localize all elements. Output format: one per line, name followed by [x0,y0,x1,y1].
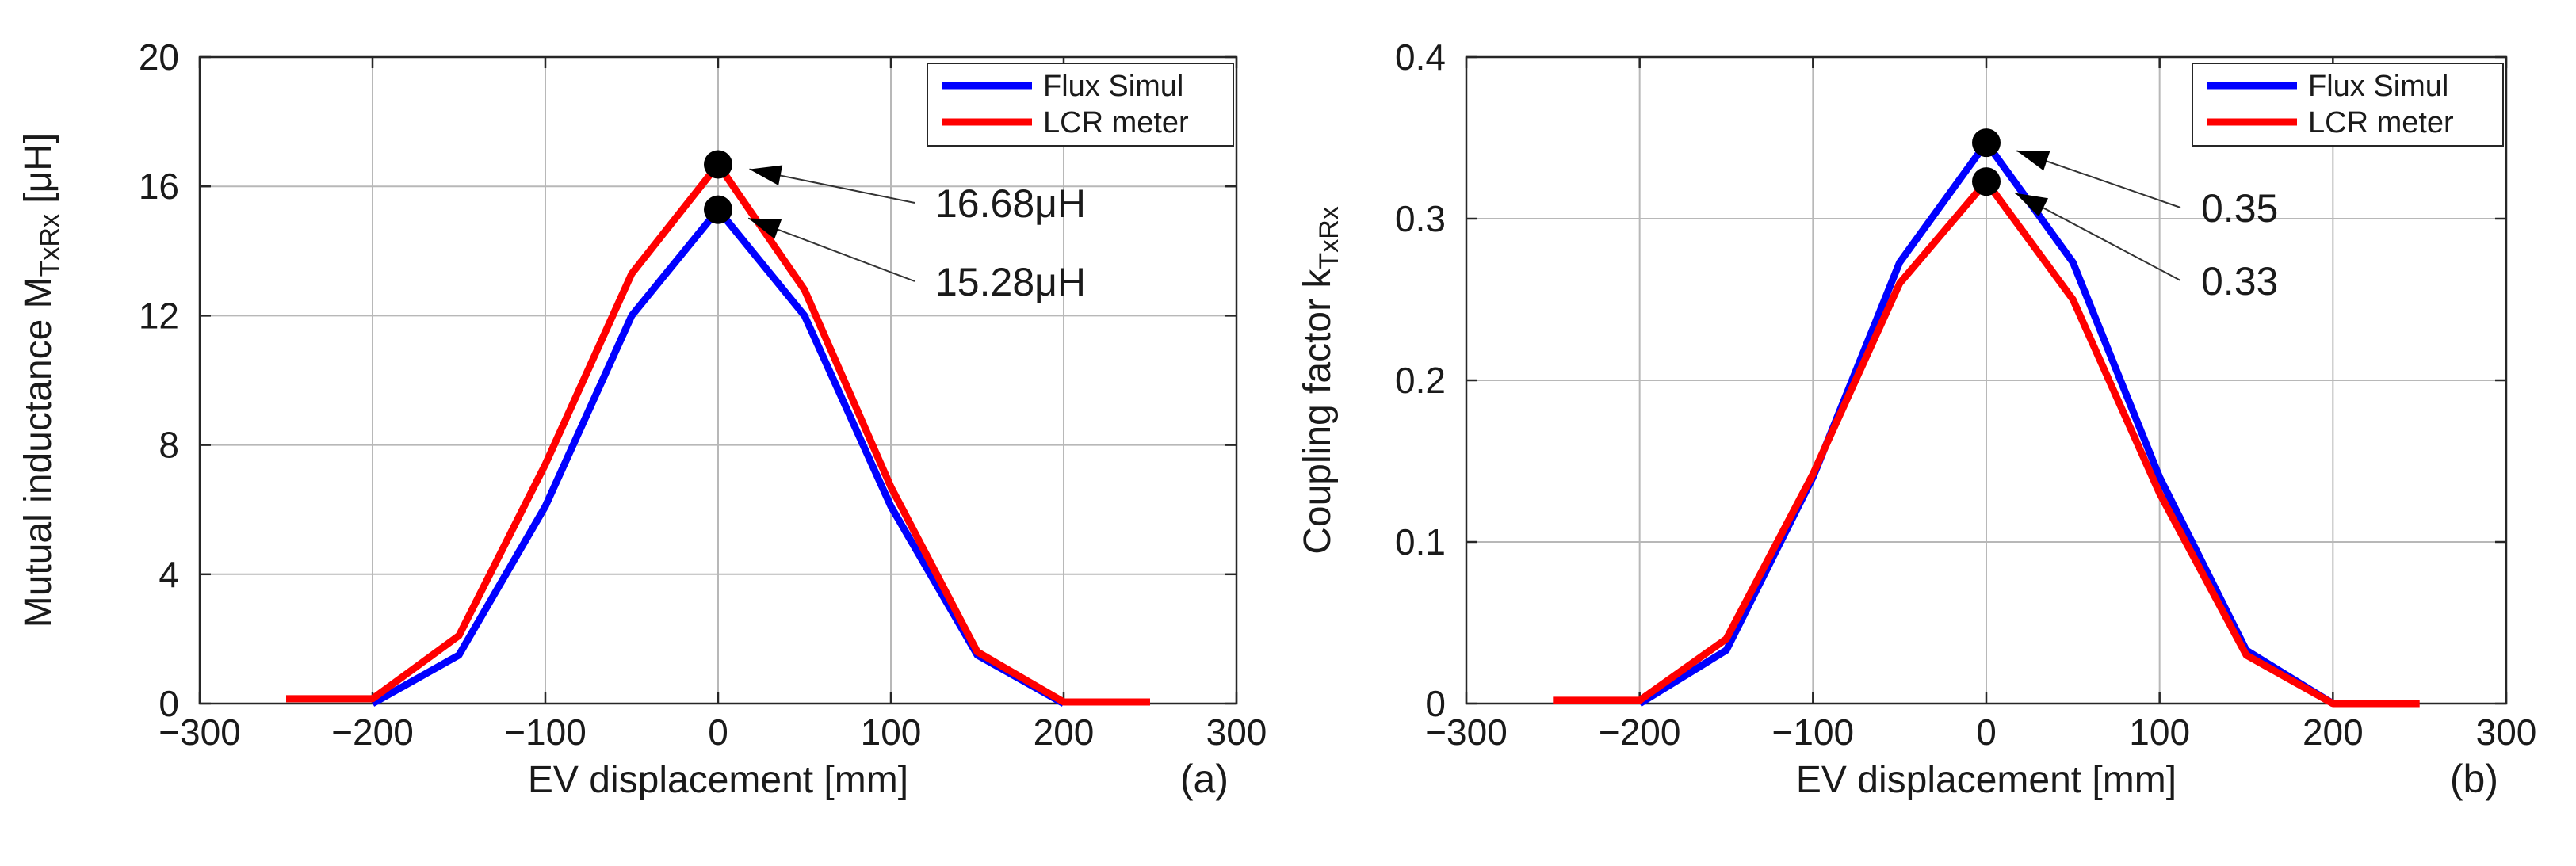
legend-box [927,63,1234,147]
x-tick-label: −100 [504,711,587,753]
x-axis-label: EV displacement [mm] [528,759,908,801]
annotation-arrowhead [749,165,783,186]
annotation-arrowhead [748,218,782,239]
legend-label-flux-simul: Flux Simul [2308,70,2448,103]
y-tick-label: 0 [159,683,179,724]
x-tick-label: 100 [861,711,922,753]
x-tick-label: −100 [1772,711,1855,753]
legend-box [2192,63,2504,147]
chart-panel-b: −300 −200 −100 0 100 200 300 0 0.1 0.2 0.3 0.4 EV di… [1297,36,2536,801]
peak-marker [1972,167,2001,196]
y-tick-label: 20 [139,36,179,78]
y-tick-label: 0.1 [1395,521,1446,563]
peak-marker [704,150,732,179]
x-tick-label: −300 [1425,711,1508,753]
x-tick-label: 300 [2476,711,2537,753]
y-axis-label-main: Coupling factor k [1297,269,1339,555]
annotation-arrowhead [2015,193,2049,217]
y-tick-label: 4 [159,554,179,595]
x-axis-label: EV displacement [mm] [1796,759,2177,801]
x-tick-label: −200 [331,711,414,753]
chart-panel-a: −300 −200 −100 0 100 200 300 0 4 8 12 16 20 EV displa… [17,36,1267,801]
x-tick-label: 0 [708,711,728,753]
legend-label-flux-simul: Flux Simul [1043,70,1183,103]
x-tick-label: −200 [1599,711,1681,753]
annotation-arrowhead [2016,151,2050,171]
y-tick-label: 8 [159,425,179,466]
y-axis-label-subscript: TxRx [35,214,65,277]
annotation-text: 15.28μH [935,260,1086,304]
y-axis-label-subscript: TxRx [1314,206,1344,269]
panel-label: (b) [2450,757,2498,801]
y-axis-label: Coupling factor kTxRx [1297,206,1344,555]
y-tick-label: 0.4 [1395,36,1446,78]
y-tick-label: 0.3 [1395,198,1446,239]
x-tick-label: −300 [159,711,241,753]
y-axis-label-main: Mutual inductance M [17,277,59,628]
legend-label-lcr-meter: LCR meter [1043,106,1189,139]
y-tick-label: 0.2 [1395,360,1446,401]
panel-label: (a) [1180,757,1229,801]
peak-marker [1972,128,2001,158]
y-tick-label: 16 [139,166,179,207]
x-tick-label: 200 [1034,711,1095,753]
annotation-text: 16.68μH [935,181,1086,226]
x-tick-label: 0 [1976,711,1997,753]
annotation-text: 0.33 [2201,259,2278,303]
x-tick-label: 200 [2303,711,2364,753]
annotation-text: 0.35 [2201,186,2278,231]
y-axis-label-unit: [μH] [17,133,59,214]
x-tick-label: 300 [1206,711,1267,753]
legend-label-lcr-meter: LCR meter [2308,106,2454,139]
peak-marker [704,195,732,224]
y-tick-label: 12 [139,295,179,336]
x-tick-label: 100 [2129,711,2190,753]
y-axis-label: Mutual inductance MTxRx [μH] [17,133,65,628]
y-tick-label: 0 [1425,683,1446,724]
